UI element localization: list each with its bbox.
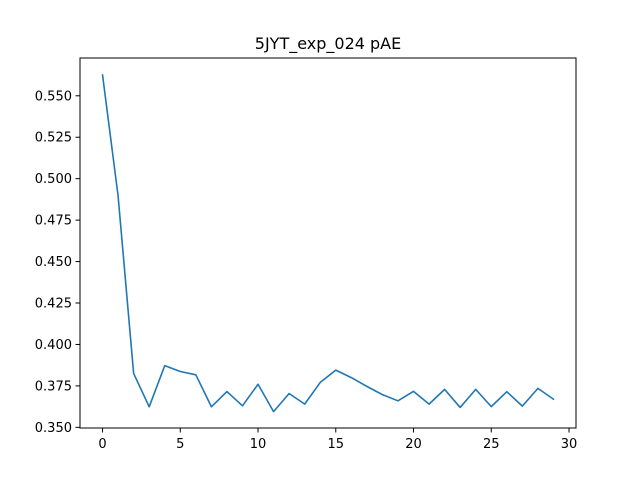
x-tick-label: 0: [98, 437, 106, 452]
y-tick-label: 0.425: [35, 297, 72, 312]
y-tick-label: 0.375: [35, 379, 72, 394]
y-axis: 0.350 0.375 0.400 0.425 0.450 0.475 0.500 0.525…: [35, 89, 80, 436]
y-tick-label: 0.400: [35, 338, 72, 353]
plot-frame: [79, 57, 577, 429]
x-axis: 0 5 10 15 20 25 30: [98, 428, 577, 452]
y-tick-label: 0.350: [35, 421, 72, 436]
x-tick-label: 5: [176, 437, 184, 452]
series-layer: [101, 74, 555, 413]
x-tick-label: 10: [250, 437, 267, 452]
y-tick-label: 0.500: [35, 172, 72, 187]
chart-title: 5JYT_exp_024 pAE: [255, 34, 401, 54]
series-line: [101, 74, 555, 413]
y-tick-label: 0.550: [35, 89, 72, 104]
x-tick-label: 20: [405, 437, 422, 452]
x-tick-label: 25: [483, 437, 500, 452]
y-tick-label: 0.525: [35, 131, 72, 146]
x-tick-label: 15: [328, 437, 345, 452]
y-tick-label: 0.475: [35, 214, 72, 229]
y-tick-label: 0.450: [35, 255, 72, 270]
x-tick-label: 30: [561, 437, 578, 452]
